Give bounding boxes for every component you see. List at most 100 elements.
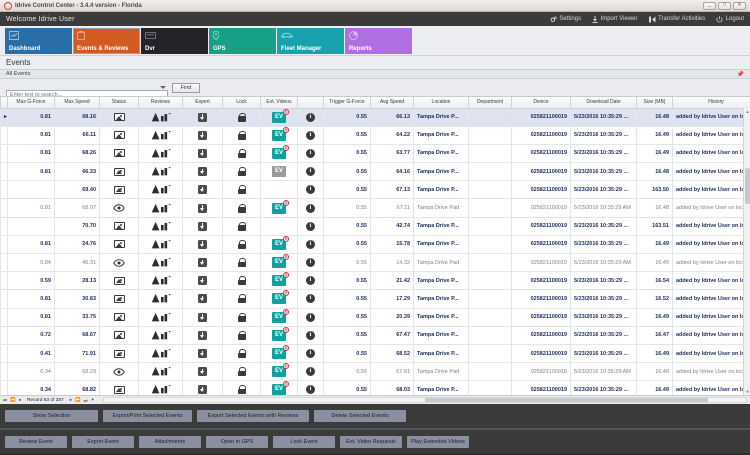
cell-lock[interactable] <box>222 380 261 395</box>
info-icon[interactable]: i <box>306 258 315 268</box>
ext-video-badge[interactable]: EV 0 <box>272 290 289 305</box>
lock-icon[interactable] <box>237 112 246 122</box>
download-icon[interactable] <box>198 330 207 340</box>
table-row[interactable]: 0.41 71.91 EV 0 i 0.55 68.52 Tampa Drive P... 02… <box>0 343 750 364</box>
delete-selected-events-button[interactable]: Delete Selected Events <box>314 410 406 422</box>
info-icon[interactable]: i <box>306 148 315 158</box>
lock-icon[interactable] <box>237 221 246 231</box>
ext-video-badge[interactable]: EV <box>272 166 286 178</box>
cell-expert[interactable] <box>182 234 223 255</box>
column-header-status[interactable]: Status <box>99 97 139 109</box>
transfer-activities-button[interactable]: Transfer Activities <box>648 16 705 23</box>
status-eye-icon[interactable] <box>113 258 125 267</box>
download-icon[interactable] <box>198 203 207 213</box>
table-row[interactable]: ▸ 0.81 68.16 EV 0 i 0.55 66.13 Tampa Drive P... 0… <box>0 107 750 127</box>
lock-icon[interactable] <box>237 185 246 195</box>
cell-reviews[interactable] <box>138 180 183 200</box>
ext-video-requests-button[interactable]: Ext. Video Requests <box>340 435 402 448</box>
info-icon[interactable]: i <box>306 221 315 231</box>
horizontal-scroll-thumb[interactable] <box>425 398 708 402</box>
column-header-info[interactable] <box>297 97 324 109</box>
cell-ext-videos[interactable]: EV 0 <box>260 289 298 309</box>
table-row[interactable]: 0.81 66.33 EV i 0.55 64.16 Tampa Drive P... 025… <box>0 162 750 182</box>
cell-expert[interactable] <box>182 125 223 145</box>
cell-lock[interactable] <box>222 180 261 200</box>
nav-tile-gps[interactable]: GPS <box>209 28 276 54</box>
download-icon[interactable] <box>198 148 207 158</box>
info-icon[interactable]: i <box>306 130 315 140</box>
lock-icon[interactable] <box>237 385 246 395</box>
cell-status[interactable] <box>99 325 139 345</box>
export-print-selected-events-button[interactable]: Export/Print Selected Events <box>103 410 192 422</box>
cell-lock[interactable] <box>222 162 261 182</box>
column-header-department[interactable]: Department <box>468 97 512 109</box>
cell-reviews[interactable] <box>138 343 183 364</box>
download-icon[interactable] <box>198 276 207 286</box>
column-header-location[interactable]: Location <box>413 97 469 109</box>
cell-info[interactable]: i <box>297 234 324 255</box>
new-record-button[interactable]: ✶ <box>90 397 95 402</box>
lock-icon[interactable] <box>237 203 246 213</box>
reviews-icon[interactable] <box>151 239 171 249</box>
reviews-icon[interactable] <box>151 203 171 212</box>
status-image-icon[interactable] <box>113 331 125 340</box>
download-icon[interactable] <box>198 130 207 140</box>
cell-reviews[interactable] <box>138 216 183 236</box>
cell-status[interactable] <box>99 343 139 364</box>
lock-event-button[interactable]: Lock Event <box>273 435 335 448</box>
status-image-icon[interactable] <box>113 167 125 176</box>
nav-tile-dvr[interactable]: Dvr <box>141 28 208 54</box>
column-header-trigger-g-force[interactable]: Trigger G-Force <box>323 97 371 109</box>
download-icon[interactable] <box>198 112 207 122</box>
cell-ext-videos[interactable] <box>260 216 298 236</box>
info-icon[interactable]: i <box>306 276 315 286</box>
reviews-icon[interactable] <box>151 130 171 140</box>
next-record-button[interactable]: ▸ <box>69 397 73 402</box>
status-image-icon[interactable] <box>113 294 125 303</box>
open-in-gps-button[interactable]: Open in GPS <box>206 435 268 448</box>
cell-expert[interactable] <box>182 107 223 127</box>
reviews-icon[interactable] <box>151 112 171 121</box>
download-icon[interactable] <box>198 312 207 322</box>
cell-status[interactable] <box>99 107 139 127</box>
cell-lock[interactable] <box>222 252 261 273</box>
table-row[interactable]: 0.34 68.29 EV 0 i 0.55 67.91 Tampa Drive Pad 025… <box>0 362 750 382</box>
info-icon[interactable]: i <box>306 112 315 122</box>
nav-tile-reports[interactable]: Reports <box>345 28 412 54</box>
cell-reviews[interactable] <box>138 143 183 164</box>
ext-video-badge[interactable]: EV 0 <box>272 236 289 250</box>
cell-info[interactable]: i <box>297 216 324 236</box>
cell-info[interactable]: i <box>297 198 324 218</box>
cell-info[interactable]: i <box>297 343 324 364</box>
cell-info[interactable]: i <box>297 162 324 182</box>
prev-page-button[interactable]: ⏪ <box>10 397 16 402</box>
cell-lock[interactable] <box>222 125 261 145</box>
download-icon[interactable] <box>198 258 207 268</box>
cell-status[interactable] <box>99 162 139 182</box>
cell-expert[interactable] <box>182 343 223 364</box>
vertical-scroll-thumb[interactable] <box>745 168 750 204</box>
download-icon[interactable] <box>198 385 207 395</box>
cell-status[interactable] <box>99 180 139 200</box>
column-header-size-mb[interactable]: Size (MB) <box>636 97 673 109</box>
status-image-icon[interactable] <box>113 240 125 249</box>
cell-info[interactable]: i <box>297 143 324 164</box>
cell-lock[interactable] <box>222 307 261 327</box>
reviews-icon[interactable] <box>151 330 171 340</box>
lock-icon[interactable] <box>237 239 246 249</box>
status-image-icon[interactable] <box>113 131 125 140</box>
status-image-icon[interactable] <box>113 349 125 358</box>
export-selected-events-with-reviews-button[interactable]: Export Selected Events with Reviews <box>197 410 309 422</box>
cell-lock[interactable] <box>222 343 261 364</box>
cell-info[interactable]: i <box>297 180 324 200</box>
cell-ext-videos[interactable]: EV 0 <box>260 143 298 164</box>
lock-icon[interactable] <box>237 130 246 140</box>
cell-info[interactable]: i <box>297 380 324 395</box>
info-icon[interactable]: i <box>306 239 315 249</box>
cell-status[interactable] <box>99 362 139 382</box>
ext-video-badge[interactable]: EV 0 <box>272 272 289 287</box>
cell-ext-videos[interactable]: EV 0 <box>260 307 298 327</box>
ext-video-badge[interactable]: EV 0 <box>272 199 289 214</box>
minimize-button[interactable]: _ <box>703 1 716 10</box>
column-header-avg-speed[interactable]: Avg Speed <box>370 97 414 109</box>
